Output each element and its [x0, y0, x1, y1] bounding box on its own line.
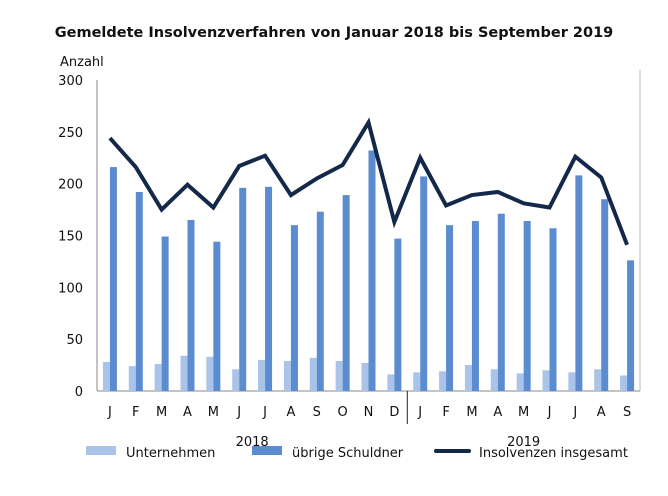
bar-uebrige-schuldner — [471, 220, 479, 391]
bar-uebrige-schuldner — [627, 260, 635, 391]
x-tick-label: M — [518, 405, 529, 420]
bar-uebrige-schuldner — [213, 241, 221, 391]
bar-unternehmen — [542, 370, 550, 391]
x-tick-label: A — [286, 405, 295, 420]
bar-uebrige-schuldner — [549, 228, 557, 391]
bar-unternehmen — [102, 361, 110, 391]
bar-uebrige-schuldner — [290, 225, 298, 391]
legend-label: Unternehmen — [126, 446, 215, 461]
bar-uebrige-schuldner — [420, 176, 428, 391]
bar-uebrige-schuldner — [368, 150, 376, 391]
bar-unternehmen — [335, 360, 343, 391]
bar-uebrige-schuldner — [394, 238, 402, 391]
bar-uebrige-schuldner — [161, 236, 169, 391]
bar-uebrige-schuldner — [497, 213, 505, 391]
y-tick-label: 150 — [58, 230, 83, 245]
bar-unternehmen — [283, 360, 291, 391]
bar-unternehmen — [568, 372, 576, 391]
x-tick-label: J — [547, 405, 552, 420]
bar-unternehmen — [490, 369, 498, 391]
bar-uebrige-schuldner — [575, 175, 583, 391]
legend-label: Insolvenzen insgesamt — [479, 446, 628, 461]
bar-unternehmen — [413, 372, 421, 391]
x-tick-label: S — [623, 405, 631, 420]
bar-unternehmen — [232, 369, 240, 391]
x-tick-label: J — [572, 405, 577, 420]
x-tick-label: D — [389, 405, 399, 420]
x-tick-label: A — [183, 405, 192, 420]
y-tick-label: 100 — [58, 281, 83, 296]
x-tick-label: J — [107, 405, 112, 420]
bar-unternehmen — [361, 363, 369, 391]
line-insolvenzen-insgesamt — [108, 117, 629, 246]
x-tick-label: A — [597, 405, 606, 420]
bar-uebrige-schuldner — [523, 220, 531, 391]
bar-unternehmen — [309, 357, 317, 391]
bar-unternehmen — [180, 355, 188, 391]
bar-unternehmen — [387, 374, 395, 391]
y-axis-label: Anzahl — [60, 55, 104, 70]
x-tick-label: A — [493, 405, 502, 420]
bar-unternehmen — [128, 366, 136, 391]
chart-title: Gemeldete Insolvenzverfahren von Januar … — [55, 25, 614, 41]
bar-uebrige-schuldner — [187, 219, 195, 391]
bar-uebrige-schuldner — [265, 186, 273, 391]
x-tick-label: N — [364, 405, 374, 420]
x-tick-label: O — [338, 405, 348, 420]
year-label: 2019 — [507, 435, 540, 450]
y-tick-label: 200 — [58, 178, 83, 193]
x-tick-label: J — [417, 405, 422, 420]
bar-unternehmen — [206, 356, 214, 391]
y-tick-label: 0 — [75, 385, 83, 400]
legend-swatch — [86, 446, 116, 455]
bar-uebrige-schuldner — [135, 191, 143, 391]
y-tick-label: 50 — [66, 333, 83, 348]
bar-uebrige-schuldner — [342, 195, 350, 391]
legend-label: übrige Schuldner — [292, 446, 404, 461]
bar-unternehmen — [620, 375, 628, 391]
bar-unternehmen — [594, 369, 602, 391]
legend-swatch — [252, 446, 282, 455]
x-tick-label: M — [466, 405, 477, 420]
bar-unternehmen — [154, 364, 162, 391]
x-tick-label: J — [236, 405, 241, 420]
x-tick-label: F — [132, 405, 139, 420]
bar-uebrige-schuldner — [239, 187, 247, 391]
x-tick-label: F — [442, 405, 449, 420]
x-tick-label: J — [262, 405, 267, 420]
bar-unternehmen — [516, 373, 524, 391]
x-tick-label: M — [208, 405, 219, 420]
bar-uebrige-schuldner — [109, 167, 117, 391]
bar-unternehmen — [258, 359, 266, 391]
y-tick-label: 300 — [58, 74, 83, 89]
bar-uebrige-schuldner — [601, 199, 609, 391]
bar-uebrige-schuldner — [446, 225, 454, 391]
x-tick-label: S — [313, 405, 321, 420]
x-tick-label: M — [156, 405, 167, 420]
bar-unternehmen — [439, 371, 447, 391]
bar-unternehmen — [464, 365, 472, 391]
bar-uebrige-schuldner — [316, 211, 324, 391]
y-tick-label: 250 — [58, 126, 83, 141]
